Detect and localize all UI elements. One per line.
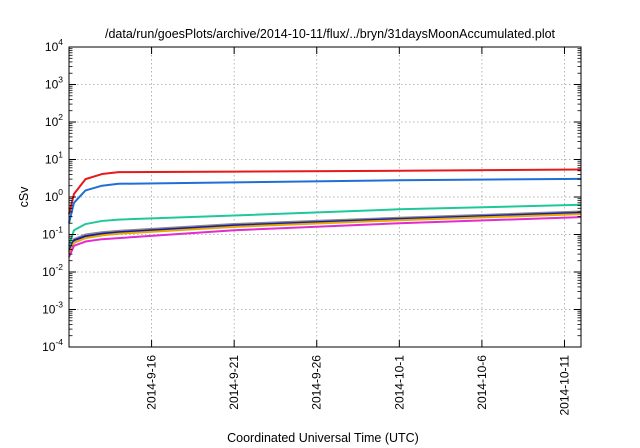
series-line (68, 213, 582, 255)
y-tick-base: 10 (42, 340, 56, 354)
y-tick-exponent: -3 (55, 300, 63, 310)
y-tick-label: 10-2 (42, 262, 63, 279)
y-tick-label: 103 (45, 75, 63, 92)
series-line (68, 203, 582, 247)
y-axis-label: cSv (17, 186, 31, 208)
y-tick-label: 104 (45, 37, 63, 54)
series-group (68, 168, 582, 258)
y-tick-base: 10 (42, 265, 56, 279)
series-line (68, 210, 582, 250)
y-tick-label: 10-1 (42, 225, 63, 242)
x-tick-label: 2014-10-11 (557, 355, 571, 416)
y-tick-label: 10-3 (42, 300, 63, 317)
x-tick-label: 2014-10-6 (475, 355, 489, 410)
y-tick-base: 10 (45, 153, 59, 167)
grid (69, 47, 581, 347)
y-tick-label: 100 (45, 187, 63, 204)
series-line (68, 177, 582, 224)
y-tick-base: 10 (45, 78, 59, 92)
y-tick-label: 101 (45, 150, 63, 167)
y-tick-exponent: 4 (58, 37, 63, 47)
y-tick-exponent: 0 (58, 187, 63, 197)
x-axis-label: Coordinated Universal Time (UTC) (227, 431, 419, 445)
x-tick-label: 2014-9-21 (227, 355, 241, 410)
y-tick-label: 102 (45, 112, 63, 129)
y-tick-exponent: -1 (55, 225, 63, 235)
y-tick-base: 10 (45, 190, 59, 204)
y-tick-base: 10 (45, 115, 59, 129)
x-tick-label: 2014-9-26 (310, 355, 324, 410)
x-axis: 2014-9-16 2014-9-21 2014-9-26 2014-10-1 2014… (145, 47, 571, 416)
y-tick-base: 10 (42, 228, 56, 242)
y-tick-exponent: -2 (55, 262, 63, 272)
series-line (68, 216, 582, 258)
y-tick-exponent: 2 (58, 112, 63, 122)
y-tick-exponent: -4 (55, 337, 63, 347)
y-tick-exponent: 3 (58, 75, 63, 85)
series-line (68, 168, 582, 215)
y-tick-base: 10 (42, 303, 56, 317)
series-line (68, 211, 582, 253)
y-tick-label: 10-4 (42, 337, 63, 354)
chart-title: /data/run/goesPlots/archive/2014-10-11/f… (105, 27, 556, 41)
y-tick-base: 10 (45, 40, 59, 54)
x-tick-label: 2014-9-16 (145, 355, 159, 410)
x-tick-label: 2014-10-1 (392, 355, 406, 410)
y-tick-exponent: 1 (58, 150, 63, 160)
